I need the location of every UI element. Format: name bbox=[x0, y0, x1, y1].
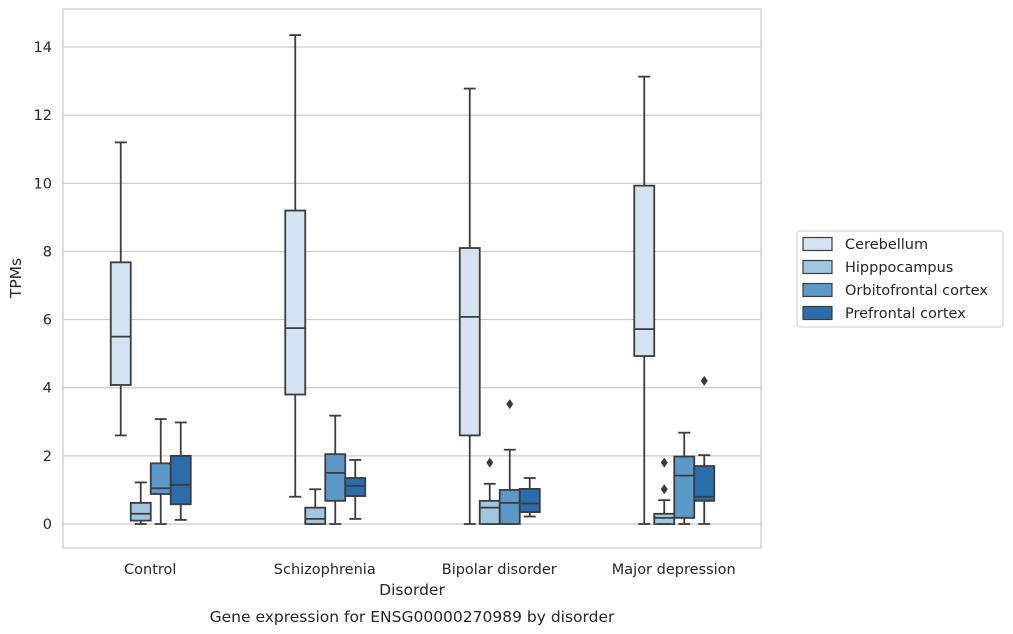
box-iqr bbox=[149, 462, 172, 495]
box-iqr bbox=[693, 465, 716, 502]
outlier-marker bbox=[700, 375, 708, 386]
box-plot-groups bbox=[109, 34, 716, 525]
box-2-1 bbox=[324, 414, 347, 525]
legend: Cerebellum Hipppocampus Orbitofrontal cort… bbox=[796, 230, 1004, 328]
box-0-1 bbox=[284, 34, 307, 498]
box-1-2 bbox=[478, 457, 501, 525]
box-0-0 bbox=[109, 141, 132, 437]
box-iqr bbox=[633, 184, 656, 357]
box-3-0 bbox=[169, 421, 192, 521]
box-2-0 bbox=[149, 418, 172, 525]
y-tick-labels: 0 2 4 6 8 10 12 14 bbox=[34, 40, 52, 533]
box-2-3 bbox=[673, 431, 696, 525]
y-tick-label: 6 bbox=[43, 313, 52, 329]
x-tick-label: Bipolar disorder bbox=[442, 562, 557, 578]
x-tick-labels: Control Schizophrenia Bipolar disorder Majo… bbox=[124, 562, 736, 578]
plot-frame bbox=[62, 8, 762, 549]
outlier-marker bbox=[660, 457, 668, 468]
legend-swatch bbox=[802, 305, 833, 321]
box-1-1 bbox=[304, 488, 327, 525]
box-iqr bbox=[109, 261, 132, 386]
box-iqr bbox=[653, 512, 676, 525]
box-2-2 bbox=[498, 399, 521, 525]
box-0-3 bbox=[633, 75, 656, 525]
y-axis-label: TPMs bbox=[7, 258, 25, 299]
box-1-3 bbox=[653, 457, 676, 525]
box-iqr bbox=[129, 501, 152, 522]
legend-swatch bbox=[802, 259, 833, 275]
x-tick-label: Control bbox=[124, 562, 176, 578]
legend-swatch bbox=[802, 282, 833, 298]
y-tick-label: 4 bbox=[43, 381, 52, 397]
legend-label: Hipppocampus bbox=[845, 260, 953, 276]
box-0-2 bbox=[458, 87, 481, 525]
y-tick-label: 8 bbox=[43, 244, 52, 260]
box-1-0 bbox=[129, 481, 152, 525]
x-tick-label: Schizophrenia bbox=[274, 562, 376, 578]
legend-label: Orbitofrontal cortex bbox=[845, 283, 988, 299]
box-iqr bbox=[458, 247, 481, 437]
legend-swatch bbox=[802, 236, 833, 252]
box-iqr bbox=[518, 488, 541, 513]
box-iqr bbox=[169, 454, 192, 506]
outlier-marker bbox=[506, 399, 514, 410]
outlier-marker bbox=[660, 484, 668, 495]
y-tick-label: 14 bbox=[34, 40, 52, 56]
outlier-marker bbox=[486, 457, 494, 468]
x-tick-label: Major depression bbox=[612, 562, 736, 578]
legend-frame bbox=[796, 230, 1004, 328]
grid-lines bbox=[63, 46, 761, 525]
box-iqr bbox=[324, 453, 347, 502]
box-iqr bbox=[478, 499, 501, 525]
legend-label: Cerebellum bbox=[845, 237, 928, 253]
y-tick-label: 10 bbox=[34, 176, 52, 192]
box-iqr bbox=[498, 489, 521, 525]
box-iqr bbox=[284, 209, 307, 396]
box-iqr bbox=[673, 455, 696, 519]
y-tick-label: 0 bbox=[43, 517, 52, 533]
box-iqr bbox=[304, 506, 327, 525]
box-iqr bbox=[344, 477, 367, 497]
box-3-3 bbox=[693, 375, 716, 525]
box-3-2 bbox=[518, 477, 541, 518]
chart-caption: Gene expression for ENSG00000270989 by d… bbox=[210, 608, 615, 626]
y-tick-label: 12 bbox=[34, 108, 52, 124]
y-tick-label: 2 bbox=[43, 449, 52, 465]
x-axis-label: Disorder bbox=[379, 581, 445, 599]
box-3-1 bbox=[344, 459, 367, 520]
legend-label: Prefrontal cortex bbox=[845, 306, 966, 322]
